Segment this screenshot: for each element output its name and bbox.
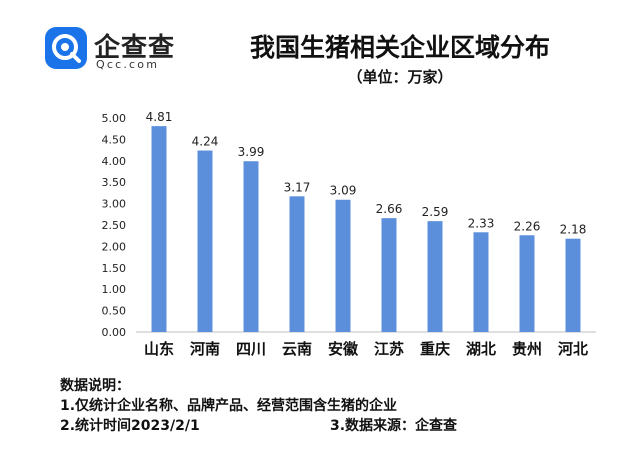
data-label: 3.17 — [284, 180, 311, 194]
notes-line-3: 3.数据来源：企查查 — [330, 418, 458, 434]
bar-江苏 — [381, 218, 397, 332]
brand-name-en: Qcc.com — [96, 58, 160, 71]
y-tick-label: 3.50 — [102, 176, 127, 189]
y-tick-label: 0.00 — [102, 326, 127, 339]
y-tick-label: 0.50 — [102, 305, 127, 318]
data-label: 2.33 — [468, 216, 495, 230]
data-label: 4.24 — [192, 135, 219, 149]
bar-河南 — [197, 150, 213, 332]
x-tick-label: 山东 — [144, 340, 174, 358]
qcc-logo-icon — [45, 27, 87, 69]
bar-河北 — [565, 238, 581, 332]
bar-云南 — [289, 196, 305, 332]
brand-name-cn: 企查查 — [94, 33, 176, 63]
data-notes: 数据说明： 1.仅统计企业名称、品牌产品、经营范围含生猪的企业 2.统计时间20… — [60, 376, 620, 436]
bar-贵州 — [519, 235, 535, 332]
y-tick-label: 1.00 — [102, 283, 127, 296]
bar-重庆 — [427, 221, 443, 332]
x-tick-label: 重庆 — [420, 340, 450, 358]
y-tick-label: 2.00 — [102, 240, 127, 253]
data-label: 4.81 — [146, 110, 173, 124]
brand-logo: 企查查 Qcc.com — [44, 26, 184, 72]
data-label: 3.09 — [330, 184, 357, 198]
bar-四川 — [243, 161, 259, 332]
notes-line-1: 1.仅统计企业名称、品牌产品、经营范围含生猪的企业 — [60, 398, 398, 414]
x-tick-label: 四川 — [236, 340, 266, 358]
data-label: 3.99 — [238, 145, 265, 159]
bar-安徽 — [335, 199, 351, 332]
x-tick-label: 贵州 — [512, 340, 542, 358]
data-label: 2.66 — [376, 202, 403, 216]
x-tick-label: 湖北 — [466, 340, 496, 358]
y-tick-label: 2.50 — [102, 219, 127, 232]
x-tick-label: 云南 — [282, 340, 312, 358]
y-tick-label: 4.50 — [102, 133, 127, 146]
bar-湖北 — [473, 232, 489, 332]
y-tick-label: 4.00 — [102, 155, 127, 168]
x-tick-label: 安徽 — [328, 340, 359, 358]
data-label: 2.59 — [422, 205, 449, 219]
data-label: 2.26 — [514, 219, 541, 233]
chart-subtitle: （单位：万家） — [347, 68, 453, 86]
x-tick-label: 河南 — [190, 340, 220, 358]
bar-山东 — [151, 126, 167, 332]
y-tick-label: 1.50 — [102, 262, 127, 275]
x-tick-label: 河北 — [558, 340, 588, 358]
y-tick-label: 3.00 — [102, 198, 127, 211]
notes-heading: 数据说明： — [60, 378, 130, 394]
x-tick-label: 江苏 — [374, 340, 404, 358]
data-label: 2.18 — [560, 223, 587, 237]
y-tick-label: 5.00 — [102, 112, 127, 125]
notes-line-2: 2.统计时间2023/2/1 — [60, 418, 200, 434]
chart-title: 我国生猪相关企业区域分布 — [249, 33, 550, 62]
